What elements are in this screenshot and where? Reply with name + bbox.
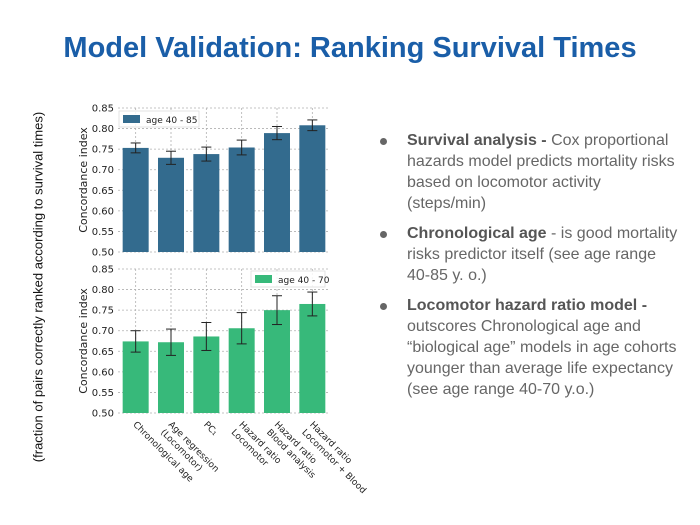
y-tick-label: 0.75	[92, 306, 114, 317]
legend-swatch	[255, 275, 272, 283]
bar	[264, 133, 290, 252]
bar	[122, 341, 149, 413]
bullet-chronological-age: Chronological age - is good mortality ri…	[380, 223, 680, 286]
bullet-bold: Chronological age	[407, 225, 547, 242]
y-tick-label: 0.60	[92, 206, 114, 217]
y-tick-label: 0.60	[92, 367, 114, 378]
bullet-locomotor-hazard: Locomotor hazard ratio model - outscores…	[380, 295, 680, 400]
y-tick-label: 0.85	[92, 104, 114, 115]
bar	[158, 157, 184, 252]
y-tick-label: 0.65	[92, 186, 114, 197]
bar	[264, 310, 290, 413]
y-axis-label: Concordance index	[77, 127, 90, 233]
y-tick-label: 0.55	[92, 388, 114, 399]
y-tick-label: 0.80	[92, 124, 114, 135]
y-tick-label: 0.80	[92, 285, 114, 296]
x-tick-label-line: PC₁	[201, 420, 219, 438]
x-tick-label: PC₁	[201, 420, 219, 438]
bar	[228, 147, 255, 252]
bullet-dot	[380, 138, 387, 145]
y-tick-label: 0.55	[92, 227, 114, 238]
bullet-text: Cox proportional hazards model predicts …	[407, 132, 675, 212]
bullet-bold: Locomotor hazard ratio model -	[407, 297, 648, 314]
bar	[299, 125, 326, 252]
y-tick-label: 0.70	[92, 326, 114, 337]
bar	[122, 147, 149, 252]
bar	[299, 303, 326, 413]
legend-swatch	[123, 115, 140, 123]
slide-title: Model Validation: Ranking Survival Times	[63, 32, 637, 64]
legend-label: age 40 - 85	[146, 116, 198, 126]
bullet-dot	[380, 231, 387, 238]
y-tick-label: 0.85	[92, 265, 114, 276]
bullet-text: outscores Chronological age and “biologi…	[407, 318, 677, 398]
bullet-dot	[380, 303, 387, 310]
bullet-list: Survival analysis - Cox proportional haz…	[380, 130, 680, 409]
bullet-survival-analysis: Survival analysis - Cox proportional haz…	[380, 130, 680, 214]
y-tick-label: 0.70	[92, 165, 114, 176]
legend-label: age 40 - 70	[278, 276, 330, 286]
bullet-bold: Survival analysis -	[407, 132, 547, 149]
y-tick-label: 0.65	[92, 347, 114, 358]
bullet-text: - is good mortality risks predictor itse…	[407, 225, 678, 284]
y-tick-label: 0.50	[92, 409, 114, 420]
y-tick-label: 0.75	[92, 145, 114, 156]
y-axis-label: Concordance index	[77, 288, 90, 394]
y-tick-label: 0.50	[92, 248, 114, 259]
bar	[193, 154, 220, 252]
